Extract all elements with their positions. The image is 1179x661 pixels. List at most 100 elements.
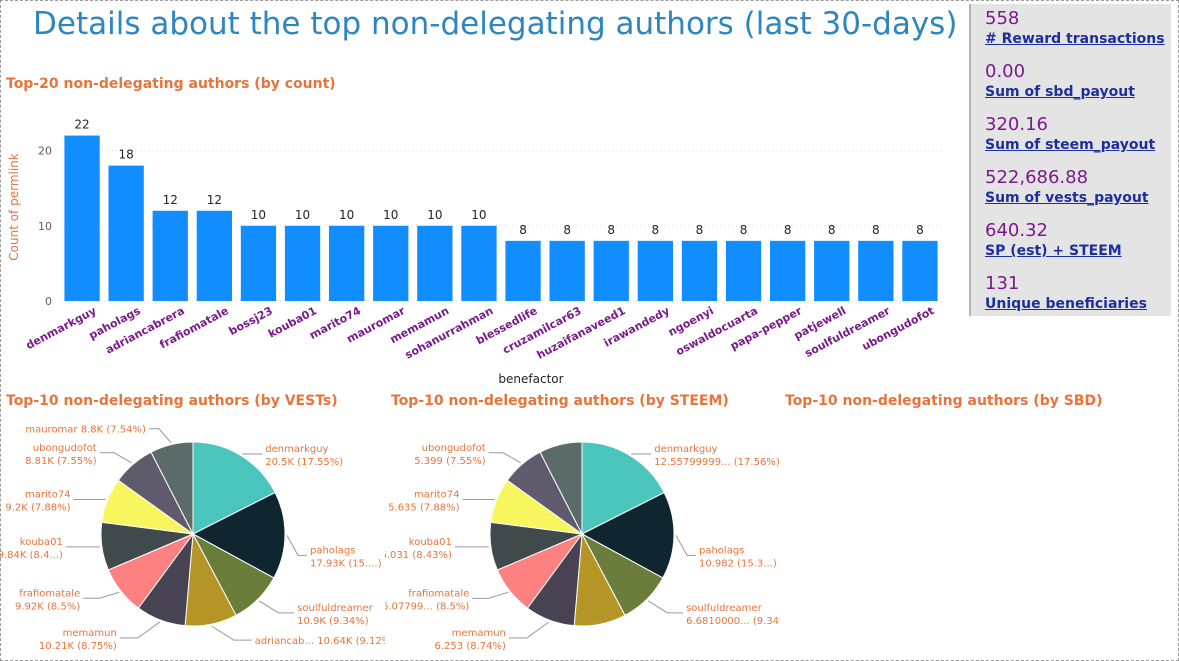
slice-value-label: 12.55799999... (17.56%) [654,457,780,468]
slice-name-label: ubongudofot [422,443,486,454]
pie-slice [581,441,665,535]
slice-value-label: 9.92K (8.5%) [15,601,80,612]
slice-value-label: 5.635 (7.88%) [388,503,459,514]
kpi-sp-steem[interactable]: 640.32 SP (est) + STEEM [985,220,1122,260]
slice-value-label: 5.399 (7.55%) [414,456,485,467]
kpi-value: 522,686.88 [985,167,1089,188]
slice-name-label: memamun [63,628,117,639]
bar [329,225,365,301]
pie-slice [580,491,675,579]
slice-name-label: soulfuldreamer [297,603,373,614]
slice-name-label: marito74 [25,490,71,501]
bar [152,210,188,301]
bar [284,225,321,301]
slice-name-label: memamun [452,628,506,639]
bar-value-label: 8 [828,223,836,237]
leader-line [472,591,509,599]
slice-value-label: 6.031 (8.43%) [385,550,452,561]
kpi-value: 640.32 [985,220,1048,241]
pie-slice [150,441,194,535]
kpi-label[interactable]: Unique beneficiaries [985,296,1147,312]
slice-name-label: kouba01 [20,537,63,548]
kpi-steem-payout[interactable]: 320.16 Sum of steem_payout [985,114,1155,154]
kpi-reward-transactions[interactable]: 558 # Reward transactions [985,8,1165,48]
bar [637,240,673,301]
bar-value-label: 8 [652,223,660,237]
bar [461,225,497,301]
bar-value-label: 8 [696,223,704,237]
slice-name-label: ubongudofot [33,443,97,454]
slice-value-label: 20.5K (17.55%) [265,457,343,468]
slice-value-label: 17.93K (15....) [310,558,382,569]
page-title: Details about the top non-delegating aut… [33,6,958,42]
bar [373,225,409,301]
y-tick-label: 10 [38,220,52,233]
kpi-label[interactable]: Sum of sbd_payout [985,84,1135,100]
leader-line [488,452,521,464]
bar [814,240,850,301]
kpi-value: 320.16 [985,114,1048,135]
x-tick-label: denmarkguy [24,304,99,352]
bar-value-label: 8 [740,223,748,237]
slice-value-label: 8.81K (7.55%) [25,456,97,467]
slice-name-label: paholags [310,545,355,556]
kpi-unique-beneficiaries[interactable]: 131 Unique beneficiaries [985,273,1147,313]
bar [858,240,894,301]
leader-line [258,600,295,614]
bar [725,240,762,301]
slice-value-label: 6.6810000... (9.34%) [686,616,780,627]
bar-chart: 0102022denmarkguy18paholags12adriancabre… [7,118,942,386]
bar-value-label: 12 [207,193,222,207]
bar-value-label: 8 [519,223,527,237]
x-axis-title: benefactor [498,372,563,386]
kpi-panel: 558 # Reward transactions 0.00 Sum of sb… [969,4,1171,316]
slice-name-label: frafiomatale [408,588,469,599]
pie-slice [539,441,583,535]
bar-value-label: 10 [471,208,486,222]
bar [505,240,541,301]
leader-line [647,600,684,614]
slice-value-label: 6.253 (8.74%) [435,641,506,652]
bar-value-label: 8 [563,223,571,237]
slice-value-label: 10.21K (8.75%) [39,641,117,652]
leader-line [148,428,172,443]
y-tick-label: 0 [45,295,52,308]
slice-value-label: 9.84K (8.4...) [0,550,63,561]
vests-pie-title: Top-10 non-delegating authors (by VESTs) [6,393,338,409]
kpi-label[interactable]: # Reward transactions [985,31,1165,47]
bar-value-label: 8 [784,223,792,237]
kpi-value: 0.00 [985,61,1026,82]
kpi-label[interactable]: Sum of vests_payout [985,190,1149,206]
bar [240,225,277,301]
slice-value-label: 10.9K (9.34%) [297,616,369,627]
bar [417,225,453,301]
bar [196,210,232,301]
pie-slice [192,441,276,535]
leader-line [211,625,252,641]
slice-label: adriancab... 10.64K (9.12%) [255,636,385,647]
kpi-label[interactable]: SP (est) + STEEM [985,243,1122,259]
sbd-pie-title: Top-10 non-delegating authors (by SBD) [785,393,1103,409]
bar-value-label: 18 [119,148,134,162]
leader-line [119,621,161,639]
bar [681,240,718,301]
kpi-value: 131 [985,273,1020,294]
bar [108,165,144,301]
bar-value-label: 8 [607,223,615,237]
bar [902,240,938,301]
slice-name-label: kouba01 [409,537,452,548]
kpi-sbd-payout[interactable]: 0.00 Sum of sbd_payout [985,61,1135,101]
bar [549,240,585,301]
kpi-vests-payout[interactable]: 522,686.88 Sum of vests_payout [985,167,1149,207]
bar [770,240,806,301]
bar-value-label: 10 [427,208,442,222]
vests-pie-chart: denmarkguy 20.5K (17.55%) paholags 17.93K (… [0,425,385,652]
bar-value-label: 12 [163,193,178,207]
leader-line [675,535,696,556]
slice-value-label: 9.2K (7.88%) [5,503,70,514]
bar-value-label: 8 [916,223,924,237]
slice-value-label: 10.982 (15.3...) [699,558,777,569]
kpi-label[interactable]: Sum of steem_payout [985,137,1156,153]
leader-line [508,621,550,639]
leader-line [99,452,132,464]
